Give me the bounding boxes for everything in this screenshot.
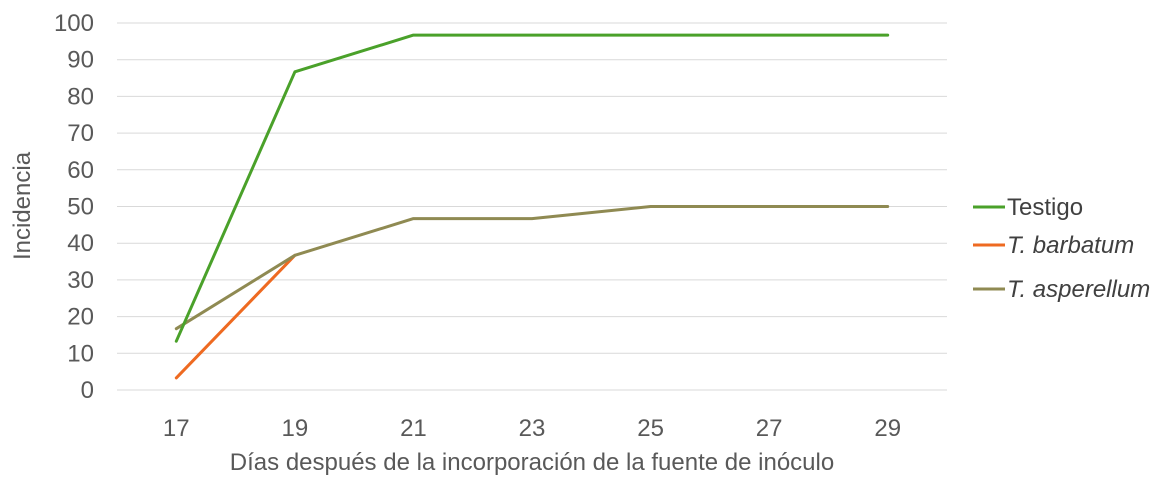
x-axis-ticks: 17 19 21 23 25 27 29 [163, 415, 901, 442]
x-tick-label: 25 [637, 415, 664, 442]
y-tick-label: 40 [67, 230, 94, 257]
series-line-testigo [174, 33, 890, 343]
x-tick-label: 19 [282, 415, 309, 442]
x-tick-label: 23 [519, 415, 546, 442]
y-tick-label: 70 [67, 120, 94, 147]
y-tick-label: 10 [67, 340, 94, 367]
series-line-t-asperellum [174, 205, 890, 331]
y-tick-label: 60 [67, 157, 94, 184]
legend: Testigo T. barbatum T. asperellum [973, 194, 1150, 303]
y-axis-ticks: 0 10 20 30 40 50 60 70 80 90 100 [54, 10, 94, 404]
legend-label: T. barbatum [1007, 232, 1134, 259]
series-line-t-barbatum [174, 253, 297, 380]
y-axis-label: Incidencia [9, 151, 36, 260]
y-tick-label: 20 [67, 304, 94, 331]
y-tick-label: 0 [81, 377, 94, 404]
legend-label: T. asperellum [1007, 276, 1150, 303]
x-tick-label: 29 [874, 415, 901, 442]
y-tick-label: 30 [67, 267, 94, 294]
y-tick-label: 100 [54, 10, 94, 37]
series-lines [174, 33, 890, 380]
y-tick-label: 90 [67, 47, 94, 74]
y-tick-label: 50 [67, 194, 94, 221]
x-tick-label: 17 [163, 415, 190, 442]
x-tick-label: 27 [756, 415, 783, 442]
x-tick-label: 21 [400, 415, 427, 442]
y-tick-label: 80 [67, 83, 94, 110]
legend-label: Testigo [1007, 194, 1083, 221]
gridlines [117, 22, 947, 391]
x-axis-label: Días después de la incorporación de la f… [230, 449, 834, 476]
